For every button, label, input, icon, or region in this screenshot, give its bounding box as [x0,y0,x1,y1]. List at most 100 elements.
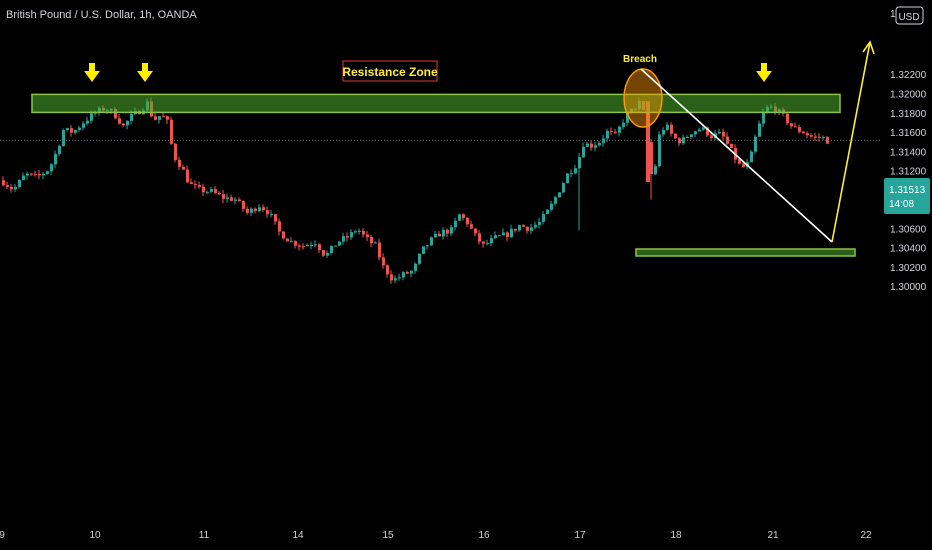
candle-body [54,153,57,165]
candle-body [350,232,353,238]
candle-body [82,123,85,128]
price-tick-label: 1.30600 [890,224,927,235]
candle-body [694,131,697,135]
candle-body [550,203,553,210]
candle-body [166,116,169,120]
candle-body [18,180,21,187]
candle-body [806,133,809,136]
candle-body [378,242,381,258]
projection-arrowhead [862,40,875,55]
time-tick-label: 11 [199,530,210,541]
candle-body [278,221,281,232]
candle-body [210,189,213,192]
candle-body [46,171,49,174]
time-tick-label: 9 [0,530,5,541]
candle-body [598,142,601,146]
candle-body [318,244,321,251]
candle-body [538,221,541,225]
candle-body [322,250,325,256]
candle-body [786,113,789,124]
candle-body [402,272,405,278]
candle-body [386,265,389,275]
candle-body [762,112,765,124]
candle-body [190,182,193,184]
time-tick-label: 10 [89,530,101,541]
candle-body [458,214,461,221]
breach-spike-candle [646,101,650,183]
candle-body [574,168,577,174]
candle-body [494,235,497,239]
candle-body [354,231,357,233]
candle-body [590,143,593,148]
candle-body [294,241,297,246]
time-tick-label: 15 [382,530,394,541]
candle-body [202,186,205,193]
candle-body [258,207,261,212]
candle-body [706,127,709,136]
candle-body [118,118,121,124]
currency-badge [895,6,924,25]
candle-body [478,233,481,242]
candle-body [250,208,253,213]
candle-body [542,214,545,222]
candle-body [282,231,285,239]
candle-body [366,234,369,237]
candle-body [722,131,725,137]
candle-body [438,233,441,237]
candle-body [754,136,757,152]
candle-body [726,136,729,144]
candle-body [790,123,793,127]
candle-body [690,134,693,137]
candle-body [42,173,45,176]
drawings-layer: Resistance Zone Breach [0,40,880,257]
candle-body [206,191,209,193]
candle-body [330,245,333,253]
candle-body [526,226,529,231]
price-tick-label: 1.30400 [890,244,927,255]
candle-body [86,120,89,124]
candle-body [554,197,557,204]
candle-body [486,243,489,245]
candle-body [22,175,25,181]
candle-body [422,246,425,254]
candle-body [622,122,625,127]
candle-body [326,252,329,256]
candle-body [682,137,685,144]
candle-body [226,197,229,199]
candle-body [506,232,509,238]
candle-body [338,241,341,246]
candle-body [730,143,733,148]
candle-body [70,128,73,133]
candle-body [658,134,661,167]
candle-body [170,119,173,144]
down-arrow-icon [756,63,772,82]
candle-body [426,245,429,247]
price-tick-label: 1.32200 [890,70,927,81]
candle-body [178,159,181,167]
candle-body [798,127,801,132]
price-tick-label: 1.31600 [890,128,927,139]
breach-label: Breach [623,54,657,65]
candle-body [50,164,53,172]
time-tick-label: 16 [478,530,490,541]
candle-body [218,192,221,195]
current-price-value: 1.31513 [889,185,926,196]
candle-body [358,230,361,232]
candle-body [158,116,161,120]
resistance-zone [31,93,841,114]
candle-body [666,124,669,130]
time-tick-label: 22 [860,530,872,541]
resistance-label-box [342,60,438,82]
candle-body [662,129,665,135]
candle-body [586,143,589,147]
candle-body [626,112,629,123]
trendline [640,68,833,243]
candle-body [362,230,365,235]
candle-body [546,209,549,215]
candle-body [262,207,265,211]
candle-body [342,236,345,242]
candle-body [418,253,421,264]
candle-body [466,217,469,225]
candle-body [578,157,581,169]
